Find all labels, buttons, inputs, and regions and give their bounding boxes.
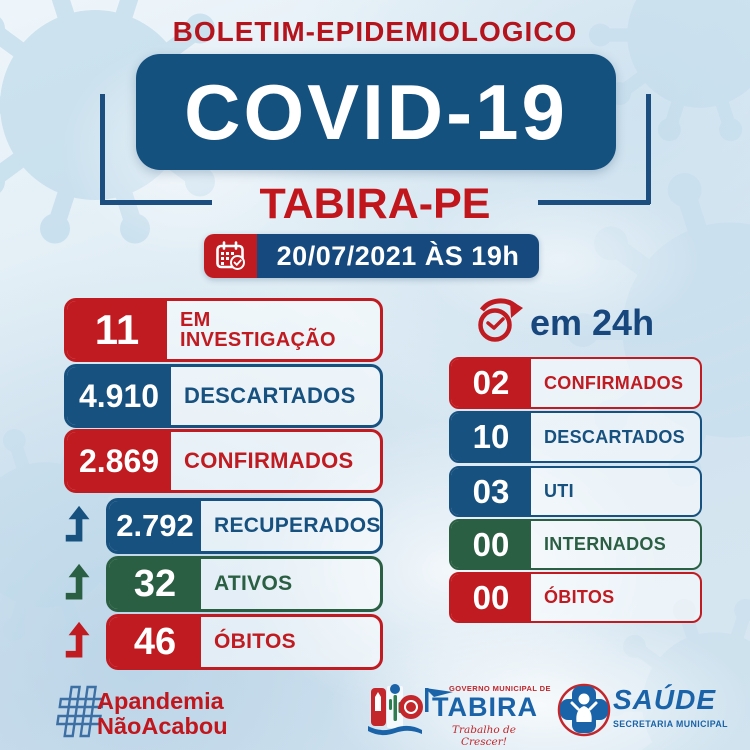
h24-row-descartados: 10 DESCARTADOS [449,411,702,463]
stat-value: 11 [67,301,167,359]
stat-label: CONFIRMADOS [184,447,354,473]
stat-value: 46 [109,617,201,667]
stat-label: ATIVOS [214,572,293,596]
stat-label: ÓBITOS [214,630,296,654]
stat-value: 4.910 [67,367,171,425]
health-secretariat-subtitle: SECRETARIA MUNICIPAL [613,719,728,729]
h24-row-internados: 00 INTERNADOS [449,519,702,570]
hashtag-outline-icon [56,685,105,738]
health-cross-icon [557,683,611,737]
stat-value: 03 [451,468,531,515]
stat-row-ativos: 32 ATIVOS [106,556,383,612]
arrow-up-icon [65,563,90,600]
stat-value: 00 [451,574,531,621]
gov-municipal-caption: GOVERNO MUNICIPAL DE [449,684,551,693]
health-secretariat-name: SAÚDE [613,684,717,715]
hashtag-text: Apandemia NãoAcabou [97,689,228,739]
stat-label: CONFIRMADOS [544,372,684,393]
stat-row-obitos: 46 ÓBITOS [106,614,383,670]
tabira-crest-icon [368,684,423,736]
stat-label: EM INVESTIGAÇÃO [180,308,336,351]
hashtag-line2: NãoAcabou [97,713,228,739]
stat-row-recuperados: 2.792 RECUPERADOS [106,498,383,554]
gov-tagline: Trabalho de Crescer! [452,724,516,748]
stat-value: 00 [451,521,531,568]
last-24h-heading: em 24h [530,302,655,343]
page-title: COVID-19 [184,67,568,156]
stat-value: 32 [109,559,201,609]
right-bracket-horizontal [538,200,650,205]
bulletin-kicker: BOLETIM-EPIDEMIOLOGICO [172,16,578,47]
left-bracket-horizontal [100,200,212,205]
right-bracket-vertical [646,94,651,204]
region-title: TABIRA-PE [259,180,491,228]
stat-label: ÓBITOS [544,587,615,608]
gov-name: TABIRA [432,692,538,722]
stat-value: 2.792 [109,501,201,551]
title-banner: COVID-19 [136,54,616,170]
stat-label: INTERNADOS [544,534,667,555]
stat-value: 2.869 [67,432,171,490]
tabira-flag-icon [425,688,453,712]
stat-label: RECUPERADOS [214,514,381,538]
stat-value: 10 [451,413,531,461]
stat-value: 02 [451,359,531,407]
h24-row-confirmados: 02 CONFIRMADOS [449,357,702,409]
arrow-up-icon [65,505,90,542]
date-badge: 20/07/2021 ÀS 19h [204,234,539,278]
h24-row-uti: 03 UTI [449,466,702,517]
stat-label: DESCARTADOS [184,382,356,408]
bulletin-datetime: 20/07/2021 ÀS 19h [257,234,539,278]
stat-row-descartados: 4.910 DESCARTADOS [64,364,383,428]
clock-arrow-icon [478,298,523,342]
stat-row-confirmados: 2.869 CONFIRMADOS [64,429,383,493]
stat-label: UTI [544,481,574,502]
left-bracket-vertical [100,94,105,204]
h24-row-obitos: 00 ÓBITOS [449,572,702,623]
hashtag-line1: Apandemia [97,688,224,714]
calendar-check-icon [204,234,257,278]
arrow-up-icon [65,621,90,658]
stat-label: DESCARTADOS [544,426,685,447]
stat-row-em-investigacao: 11 EM INVESTIGAÇÃO [64,298,383,362]
